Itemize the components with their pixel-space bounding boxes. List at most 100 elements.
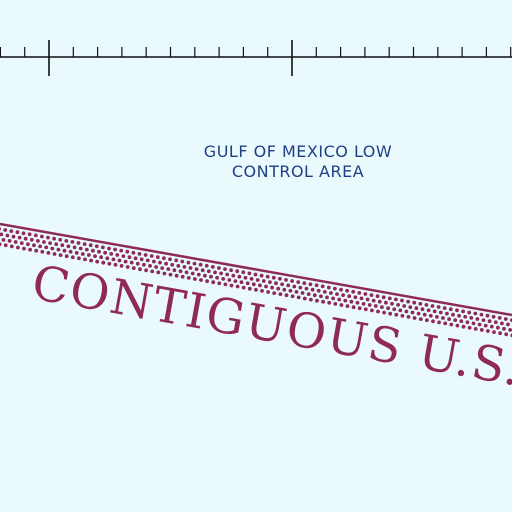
boundary-dot: [309, 282, 313, 286]
boundary-dot: [34, 249, 38, 253]
boundary-dot: [95, 260, 99, 264]
boundary-dot: [337, 298, 341, 302]
boundary-dot: [47, 251, 51, 255]
boundary-dot: [486, 329, 490, 333]
boundary-dot: [227, 278, 231, 282]
boundary-dot: [392, 307, 396, 311]
boundary-dot: [274, 281, 278, 285]
boundary-dot: [57, 248, 61, 252]
boundary-dot: [183, 265, 187, 269]
boundary-dot: [20, 241, 24, 245]
boundary-dot: [254, 288, 258, 292]
boundary-dot: [211, 280, 215, 284]
boundary-dot: [291, 294, 295, 298]
boundary-dot: [185, 271, 189, 275]
boundary-dot: [421, 307, 425, 311]
boundary-dot: [193, 262, 197, 266]
boundary-dot: [154, 265, 158, 269]
boundary-dot: [83, 258, 87, 262]
boundary-dot: [276, 287, 280, 291]
boundary-dot: [16, 246, 20, 250]
boundary-dot: [325, 296, 329, 300]
boundary-dot: [445, 312, 449, 316]
boundary-dot: [305, 287, 309, 291]
boundary-dot: [40, 250, 44, 254]
boundary-dot: [437, 305, 441, 309]
boundary-dot: [138, 252, 142, 256]
boundary-dot: [327, 286, 331, 290]
boundary-dot: [370, 293, 374, 297]
boundary-dot: [443, 322, 447, 326]
boundary-dot: [408, 305, 412, 309]
boundary-dot: [262, 279, 266, 283]
boundary-dot: [69, 250, 73, 254]
boundary-dot: [321, 300, 325, 304]
boundary-dot: [105, 256, 109, 260]
boundary-dot: [380, 305, 384, 309]
boundary-dot: [345, 289, 349, 293]
boundary-dot: [97, 250, 101, 254]
boundary-dot: [99, 255, 103, 259]
boundary-dot: [270, 286, 274, 290]
boundary-dot: [207, 269, 211, 273]
boundary-dot: [472, 322, 476, 326]
boundary-dot: [138, 267, 142, 271]
boundary-dot: [174, 259, 178, 263]
boundary-dot: [498, 331, 502, 335]
boundary-dot: [36, 239, 40, 243]
boundary-dot: [211, 265, 215, 269]
boundary-dot: [176, 264, 180, 268]
boundary-dot: [170, 263, 174, 267]
boundary-dot: [279, 292, 283, 296]
boundary-dot: [340, 303, 344, 307]
boundary-dot: [85, 248, 89, 252]
boundary-dot: [258, 284, 262, 288]
boundary-dot: [302, 281, 306, 285]
boundary-dot: [364, 292, 368, 296]
boundary-dot: [301, 291, 305, 295]
boundary-dot: [456, 324, 460, 328]
boundary-dot: [201, 268, 205, 272]
boundary-dot: [118, 259, 122, 263]
boundary-dot: [419, 317, 423, 321]
boundary-dot: [28, 232, 32, 236]
boundary-dot: [168, 257, 172, 261]
boundary-dot: [350, 300, 354, 304]
boundary-dot: [81, 252, 85, 256]
boundary-dot: [360, 297, 364, 301]
boundary-dot: [297, 296, 301, 300]
boundary-dot: [435, 315, 439, 319]
boundary-dot: [193, 277, 197, 281]
boundary-dot: [478, 323, 482, 327]
boundary-dot: [496, 326, 500, 330]
boundary-dot: [221, 277, 225, 281]
boundary-dot: [492, 315, 496, 319]
boundary-dot: [468, 326, 472, 330]
boundary-dot: [109, 252, 113, 256]
boundary-dot: [42, 240, 46, 244]
boundary-dot: [148, 264, 152, 268]
boundary-dot: [191, 272, 195, 276]
boundary-dot: [107, 247, 111, 251]
boundary-dot: [346, 304, 350, 308]
boundary-dot: [59, 253, 63, 257]
boundary-dot: [156, 255, 160, 259]
boundary-dot: [358, 306, 362, 310]
boundary-dot: [272, 276, 276, 280]
boundary-dot: [508, 328, 512, 332]
boundary-dot: [317, 289, 321, 293]
boundary-dot: [238, 275, 242, 279]
boundary-dot: [199, 278, 203, 282]
boundary-dot: [77, 241, 81, 245]
boundary-dot: [295, 290, 299, 294]
boundary-dot: [58, 238, 62, 242]
boundary-dot: [205, 264, 209, 268]
boundary-dot: [60, 243, 64, 247]
boundary-dot: [187, 261, 191, 265]
boundary-dot: [225, 273, 229, 277]
boundary-dot: [333, 287, 337, 291]
boundary-dot: [12, 235, 16, 239]
boundary-dot: [169, 273, 173, 277]
boundary-dot: [236, 285, 240, 289]
